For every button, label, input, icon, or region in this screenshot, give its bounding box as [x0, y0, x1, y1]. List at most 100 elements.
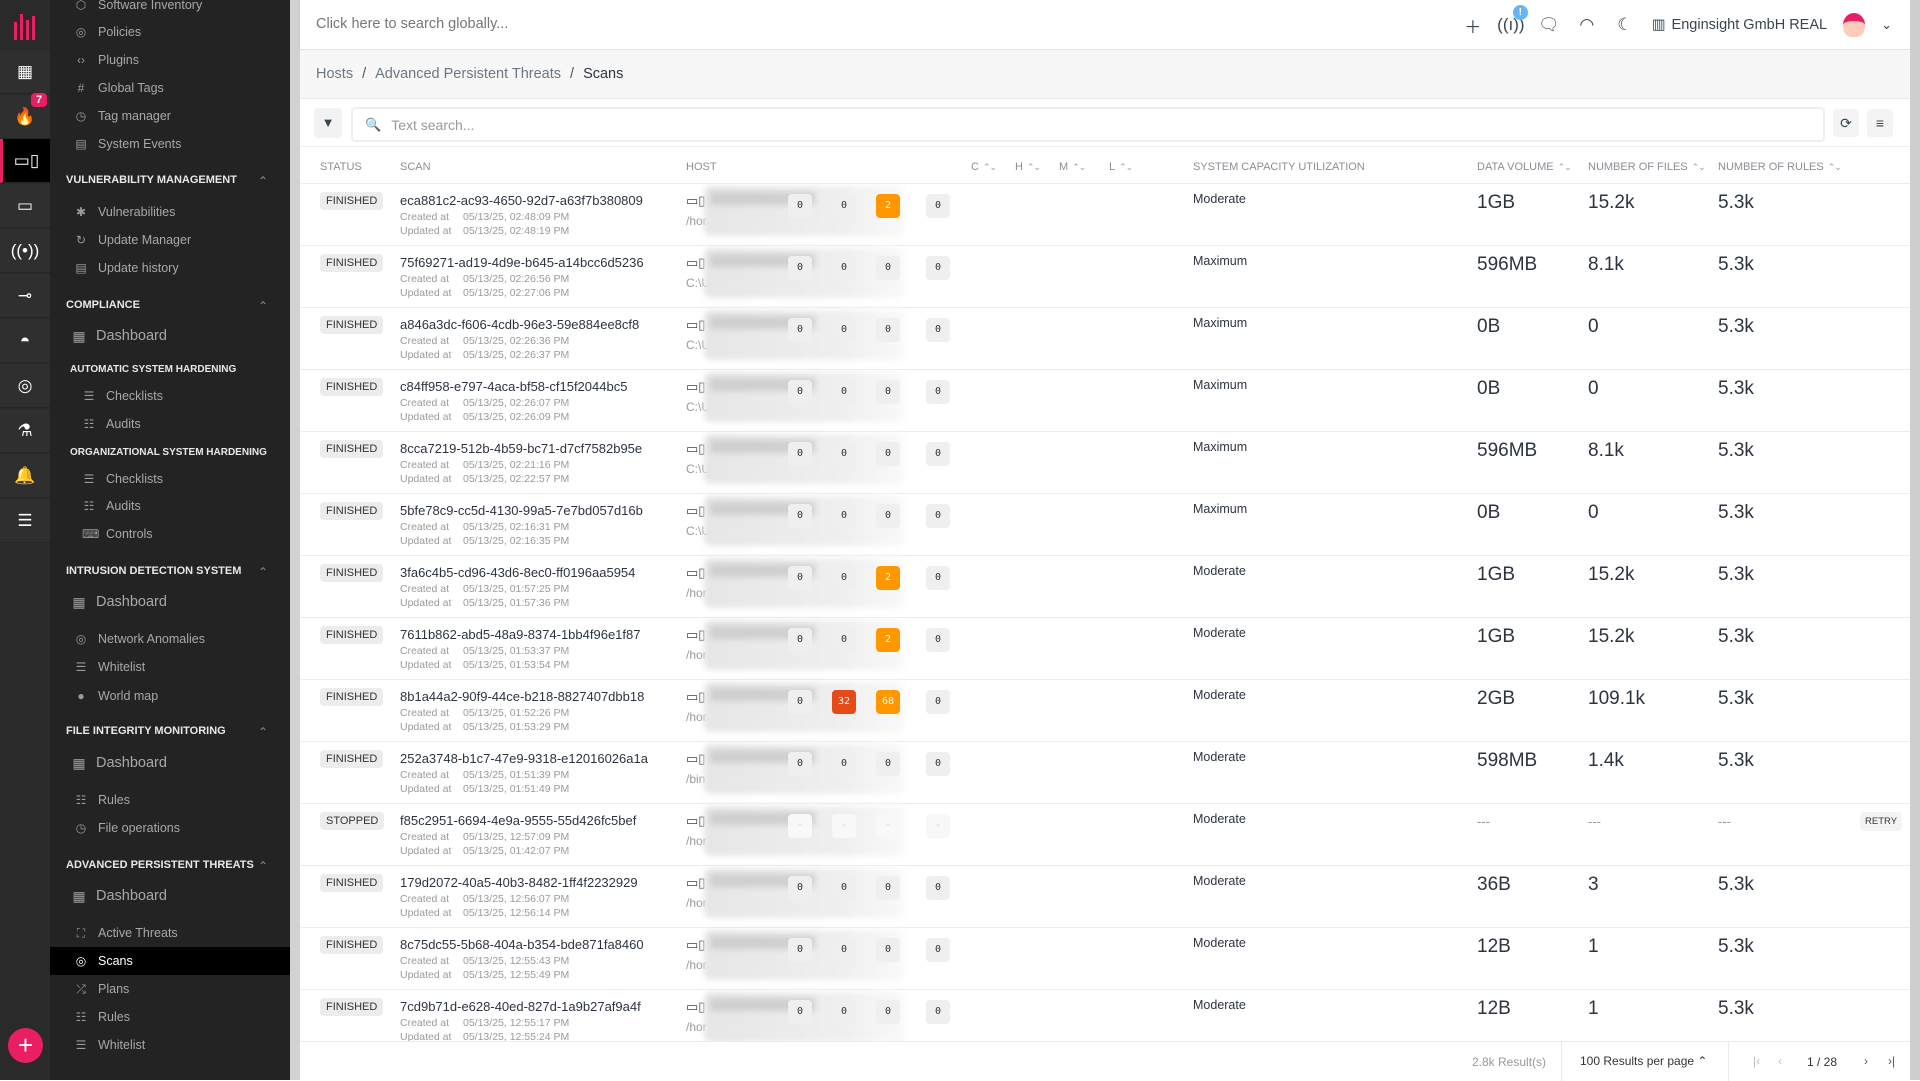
- sidebar-item-fim-rules[interactable]: ☷ Rules: [75, 793, 130, 807]
- scan-id[interactable]: 7cd9b71d-e628-40ed-827d-1a9b27af9a4f: [400, 999, 641, 1014]
- table-row[interactable]: STOPPED f85c2951-6694-4e9a-9555-55d426fc5…: [300, 804, 1910, 866]
- sidebar-item-update-history[interactable]: ▤ Update history: [75, 261, 179, 275]
- col-number-of-rules[interactable]: NUMBER OF RULES ⌃⌄: [1718, 161, 1842, 173]
- sidebar-item-ids-whitelist[interactable]: ☰ Whitelist: [75, 660, 146, 674]
- sidebar-item-scans[interactable]: ◎ Scans: [50, 947, 290, 975]
- sidebar-item-vulnerabilities[interactable]: ✱ Vulnerabilities: [75, 205, 176, 219]
- text-search-input[interactable]: 🔍 Text search...: [351, 107, 1825, 142]
- table-row[interactable]: FINISHED c84ff958-e797-4aca-bf58-cf15f204…: [300, 370, 1910, 432]
- feedback-icon[interactable]: 🗨: [1538, 15, 1560, 34]
- scan-id[interactable]: 8cca7219-512b-4b59-bc71-d7cf7582b95e: [400, 441, 643, 456]
- col-data-volume[interactable]: DATA VOLUME ⌃⌄: [1477, 161, 1572, 173]
- section-compliance[interactable]: COMPLIANCE ⌃: [66, 299, 268, 313]
- sidebar-item-apt-whitelist[interactable]: ☰ Whitelist: [75, 1038, 146, 1052]
- chevron-up-icon[interactable]: ⌃: [257, 725, 268, 739]
- sidebar-item-tag-manager[interactable]: ◷ Tag manager: [75, 109, 171, 123]
- organization-switcher[interactable]: ▥ Enginsight GmbH REAL: [1651, 17, 1828, 33]
- table-row[interactable]: FINISHED a846a3dc-f606-4cdb-96e3-59e884ee…: [300, 308, 1910, 370]
- table-row[interactable]: FINISHED 5bfe78c9-cc5d-4130-99a5-7e7bd057…: [300, 494, 1910, 556]
- devices-icon[interactable]: ▭▯: [0, 139, 50, 183]
- scan-id[interactable]: 75f69271-ad19-4d9e-b645-a14bcc6d5236: [400, 255, 644, 270]
- sidebar-item-world-map[interactable]: ● World map: [50, 682, 290, 710]
- chevron-up-icon[interactable]: ⌃: [257, 859, 268, 873]
- col-h[interactable]: H ⌃⌄: [1015, 161, 1041, 173]
- table-row[interactable]: FINISHED 7611b862-abd5-48a9-8374-1bb4f96e…: [300, 618, 1910, 680]
- table-row[interactable]: FINISHED 8cca7219-512b-4b59-bc71-d7cf7582…: [300, 432, 1910, 494]
- table-row[interactable]: FINISHED 252a3748-b1c7-47e9-9318-e1201602…: [300, 742, 1910, 804]
- prev-page-button[interactable]: ‹: [1778, 1054, 1782, 1068]
- moon-icon[interactable]: ☾: [1617, 15, 1633, 34]
- fire-icon[interactable]: 🔥 7: [0, 93, 50, 139]
- sidebar-item-update-manager[interactable]: ↻ Update Manager: [75, 233, 192, 247]
- radar-icon[interactable]: ◎: [0, 364, 50, 408]
- table-row[interactable]: FINISHED 75f69271-ad19-4d9e-b645-a14bcc6d…: [300, 246, 1910, 308]
- refresh-button[interactable]: ⟳: [1833, 109, 1859, 137]
- last-page-button[interactable]: ›|: [1888, 1054, 1896, 1068]
- table-row[interactable]: FINISHED 7cd9b71d-e628-40ed-827d-1a9b27af…: [300, 990, 1910, 1041]
- sidebar-item-ids-dashboard[interactable]: ▦ Dashboard: [72, 593, 167, 611]
- sidebar-item-network-anomalies[interactable]: ◎ Network Anomalies: [75, 632, 205, 646]
- col-c[interactable]: C ⌃⌄: [971, 161, 997, 173]
- table-row[interactable]: FINISHED 8c75dc55-5b68-404a-b354-bde871fa…: [300, 928, 1910, 990]
- breadcrumb-hosts[interactable]: Hosts: [316, 66, 354, 82]
- sort-button[interactable]: ≡: [1867, 109, 1893, 137]
- global-search[interactable]: Click here to search globally...: [316, 16, 509, 32]
- col-l[interactable]: L ⌃⌄: [1109, 161, 1133, 173]
- sidebar-item-org-checklists[interactable]: ☰ Checklists: [83, 472, 163, 486]
- sidebar-item-active-threats[interactable]: ⛶ Active Threats: [50, 919, 290, 947]
- sidebar-item-auto-audits[interactable]: ☷ Audits: [83, 417, 141, 431]
- chevron-down-icon[interactable]: ⌄: [1881, 17, 1892, 32]
- enginsight-logo[interactable]: [14, 14, 36, 40]
- dashboard-icon[interactable]: ▦: [0, 50, 50, 94]
- table-row[interactable]: FINISHED 3fa6c4b5-cd96-43d6-8ec0-ff0196aa…: [300, 556, 1910, 618]
- sidebar-item-system-events[interactable]: ▤ System Events: [75, 137, 182, 151]
- filter-button[interactable]: ▼: [314, 108, 342, 138]
- section-file-integrity[interactable]: FILE INTEGRITY MONITORING ⌃: [66, 725, 268, 739]
- sidebar-item-file-operations[interactable]: ◷ File operations: [75, 821, 180, 835]
- chevron-up-icon[interactable]: ⌃: [257, 174, 268, 188]
- scan-id[interactable]: 3fa6c4b5-cd96-43d6-8ec0-ff0196aa5954: [400, 565, 636, 580]
- network-icon[interactable]: ⊸: [0, 274, 50, 318]
- add-button[interactable]: +: [8, 1028, 43, 1063]
- spy-icon[interactable]: ◓: [0, 319, 50, 363]
- next-page-button[interactable]: ›: [1864, 1054, 1868, 1068]
- scan-id[interactable]: 252a3748-b1c7-47e9-9318-e12016026a1a: [400, 751, 648, 766]
- sidebar-item-plans[interactable]: ⤮ Plans: [50, 975, 290, 1003]
- sidebar-item-controls[interactable]: ⌨ Controls: [82, 527, 153, 541]
- sidebar-item-policies[interactable]: ◎ Policies: [75, 25, 142, 39]
- col-m[interactable]: M ⌃⌄: [1059, 161, 1086, 173]
- section-apt[interactable]: ADVANCED PERSISTENT THREATS ⌃: [66, 859, 268, 873]
- avatar[interactable]: [1843, 13, 1866, 37]
- sidebar-item-auto-checklists[interactable]: ☰ Checklists: [83, 389, 163, 403]
- sidebar-item-global-tags[interactable]: # Global Tags: [50, 74, 290, 102]
- sidebar-item-apt-rules[interactable]: ☷ Rules: [75, 1010, 130, 1024]
- sidebar-item-org-audits[interactable]: ☷ Audits: [83, 499, 141, 513]
- scan-id[interactable]: 179d2072-40a5-40b3-8482-1ff4f2232929: [400, 875, 638, 890]
- retry-button[interactable]: RETRY: [1860, 812, 1903, 831]
- section-vulnerability-management[interactable]: VULNERABILITY MANAGEMENT ⌃: [66, 174, 268, 188]
- scan-id[interactable]: c84ff958-e797-4aca-bf58-cf15f2044bc5: [400, 379, 628, 394]
- first-page-button[interactable]: |‹: [1753, 1054, 1761, 1068]
- section-intrusion-detection[interactable]: INTRUSION DETECTION SYSTEM ⌃: [66, 565, 268, 579]
- scan-id[interactable]: 8c75dc55-5b68-404a-b354-bde871fa8460: [400, 937, 644, 952]
- gauge-icon[interactable]: ◠: [1579, 15, 1595, 34]
- window-icon[interactable]: ▭: [0, 184, 50, 228]
- table-row[interactable]: FINISHED eca881c2-ac93-4650-92d7-a63f7b38…: [300, 184, 1910, 246]
- antenna-icon[interactable]: ((ı))!: [1492, 5, 1530, 35]
- chevron-up-icon[interactable]: ⌃: [257, 299, 268, 313]
- col-number-of-files[interactable]: NUMBER OF FILES ⌃⌄: [1588, 161, 1706, 173]
- sidebar-item-plugins[interactable]: ‹› Plugins: [50, 46, 290, 74]
- scan-id[interactable]: a846a3dc-f606-4cdb-96e3-59e884ee8cf8: [400, 317, 640, 332]
- breadcrumb-apt[interactable]: Advanced Persistent Threats: [375, 66, 562, 82]
- table-row[interactable]: FINISHED 8b1a44a2-90f9-44ce-b218-8827407d…: [300, 680, 1910, 742]
- scan-id[interactable]: eca881c2-ac93-4650-92d7-a63f7b380809: [400, 193, 643, 208]
- sidebar-resize-handle[interactable]: [290, 0, 300, 1080]
- microscope-icon[interactable]: ⚗: [0, 409, 50, 453]
- sliders-icon[interactable]: ☰: [0, 499, 50, 543]
- broadcast-icon[interactable]: ((•)): [0, 229, 50, 273]
- sidebar-item-software-inventory[interactable]: ⬡ Software Inventory: [75, 0, 203, 12]
- sidebar-item-compliance-dashboard[interactable]: ▦ Dashboard: [72, 327, 167, 345]
- scan-id[interactable]: 5bfe78c9-cc5d-4130-99a5-7e7bd057d16b: [400, 503, 643, 518]
- results-per-page-select[interactable]: 100 Results per page ⌃: [1561, 1042, 1729, 1081]
- page-scrollbar[interactable]: [1910, 0, 1920, 1080]
